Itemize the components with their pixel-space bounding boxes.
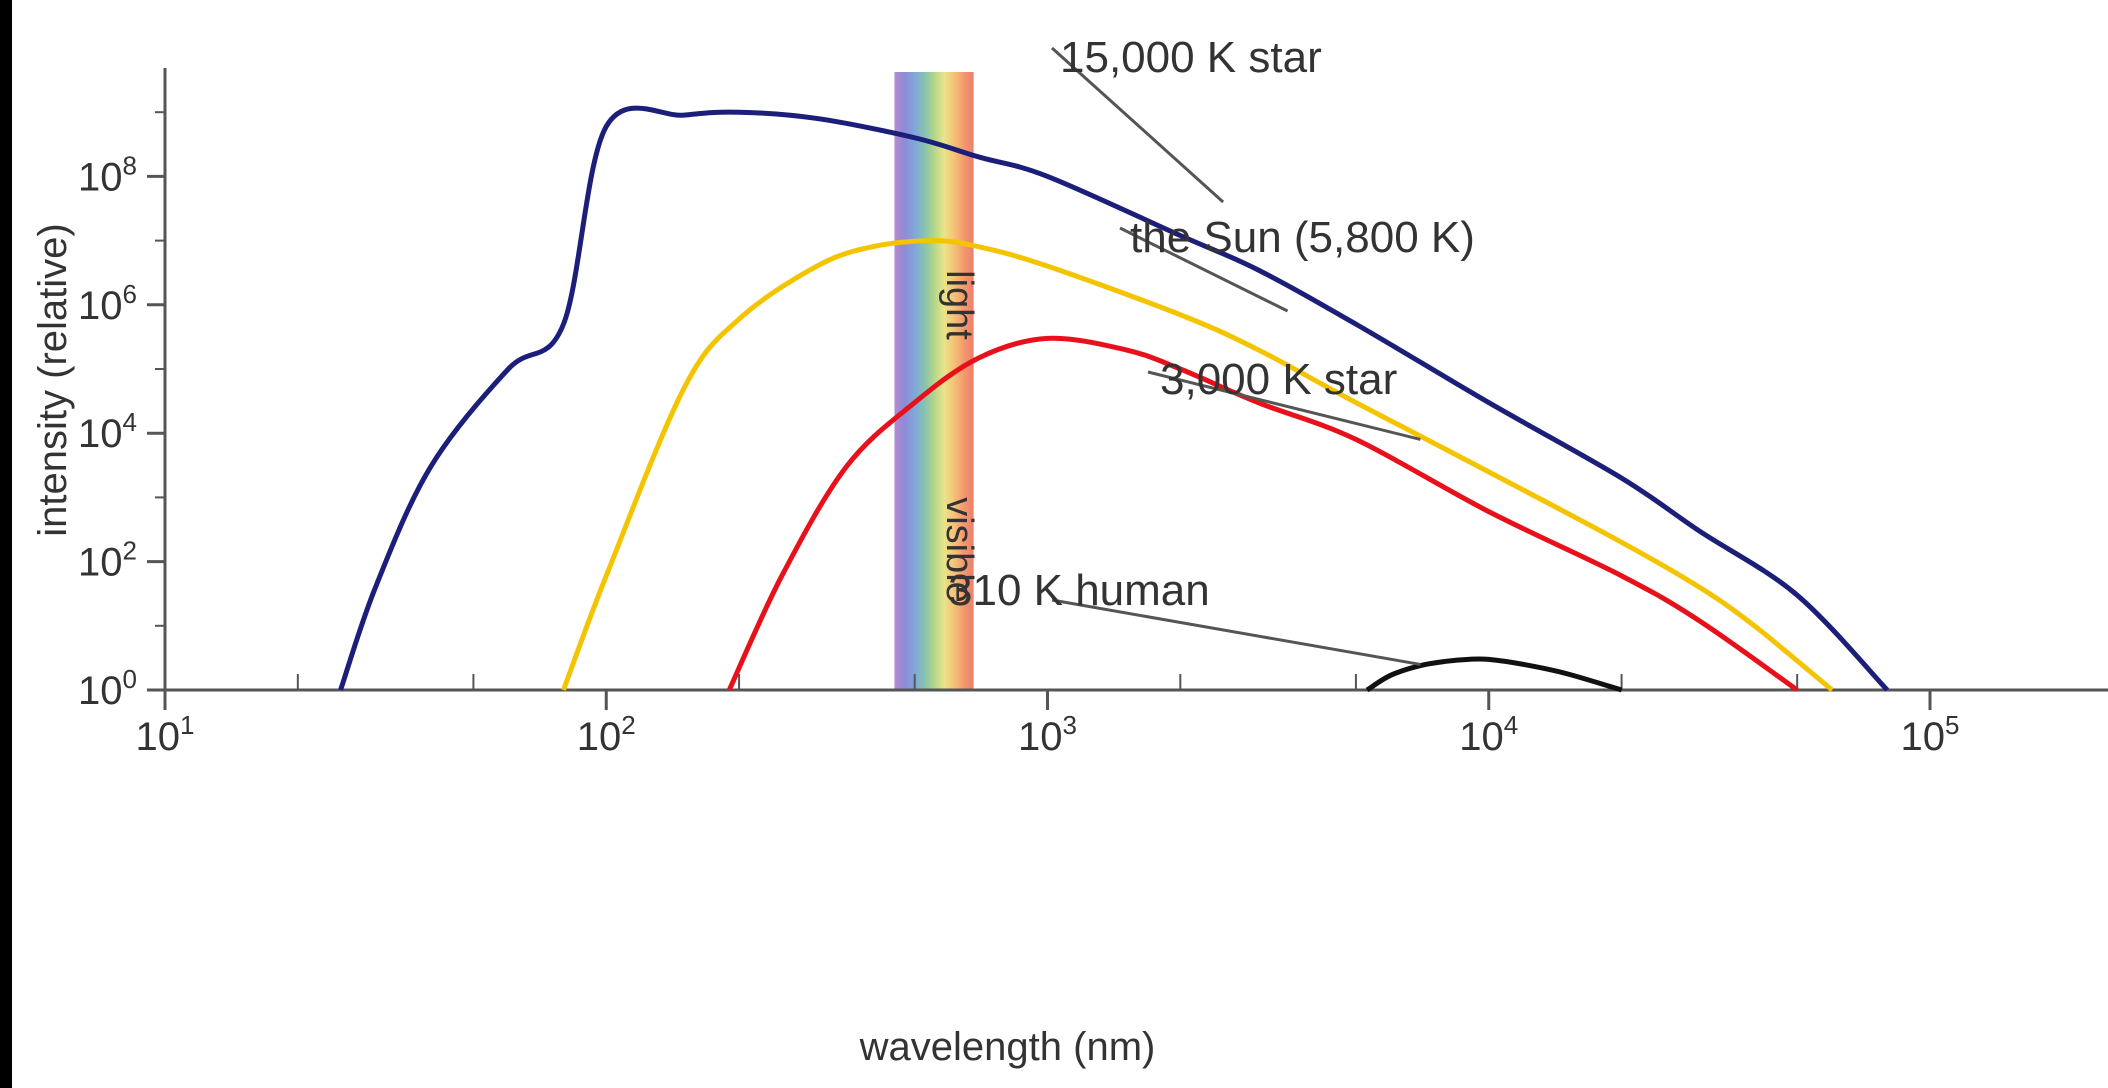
x-tick-label: 104: [1459, 710, 1518, 759]
x-axis-title: wavelength (nm): [859, 1025, 1156, 1069]
annotation-leader-3: [1051, 598, 1421, 666]
axes: [163, 68, 2108, 692]
visible-band-label-light: light: [938, 270, 980, 340]
y-tick-label: 104: [78, 407, 137, 456]
y-tick-label: 106: [78, 279, 137, 328]
y-ticks: 100 102 104 106 108: [78, 111, 165, 713]
visible-band-labels: visible light: [938, 270, 980, 603]
series-line-3: [1365, 656, 1623, 693]
series-line-1: [561, 238, 1834, 692]
x-tick-label: 102: [577, 710, 636, 759]
x-tick-label: 105: [1901, 710, 1960, 759]
annotation-leader-1: [1119, 226, 1289, 313]
series-line-0: [338, 105, 1890, 692]
x-tick-label: 103: [1018, 710, 1077, 759]
x-tick-label: 101: [136, 710, 195, 759]
visible-band-label-visible: visible: [938, 497, 980, 603]
y-tick-label: 102: [78, 536, 137, 585]
y-tick-label: 108: [78, 150, 137, 199]
annotation-label-1: the Sun (5,800 K): [1130, 213, 1475, 262]
annotation-label-0: 15,000 K star: [1060, 33, 1322, 82]
series-line-2: [726, 335, 1799, 693]
annotation-leader-2: [1147, 370, 1421, 441]
y-axis-title: intensity (relative): [31, 223, 75, 536]
series-lines: [338, 105, 1890, 693]
annotation-label-2: 3,000 K star: [1160, 355, 1397, 404]
annotation-label-3: 310 K human: [948, 566, 1210, 615]
x-ticks: 101 102 103 104 105: [136, 674, 1960, 759]
visible-band-rect: [894, 72, 974, 690]
annotations: 15,000 K star the Sun (5,800 K) 3,000 K st…: [948, 33, 1475, 666]
blackbody-spectrum-chart: visible light 101 102 103 104 105 1001021041…: [31, 33, 2108, 1069]
visible-light-band: [894, 72, 974, 690]
annotation-leader-0: [1050, 46, 1225, 204]
chart-canvas: visible light 101 102 103 104 105 100 102 104 1…: [12, 0, 2108, 1088]
y-tick-label: 100: [78, 664, 137, 713]
